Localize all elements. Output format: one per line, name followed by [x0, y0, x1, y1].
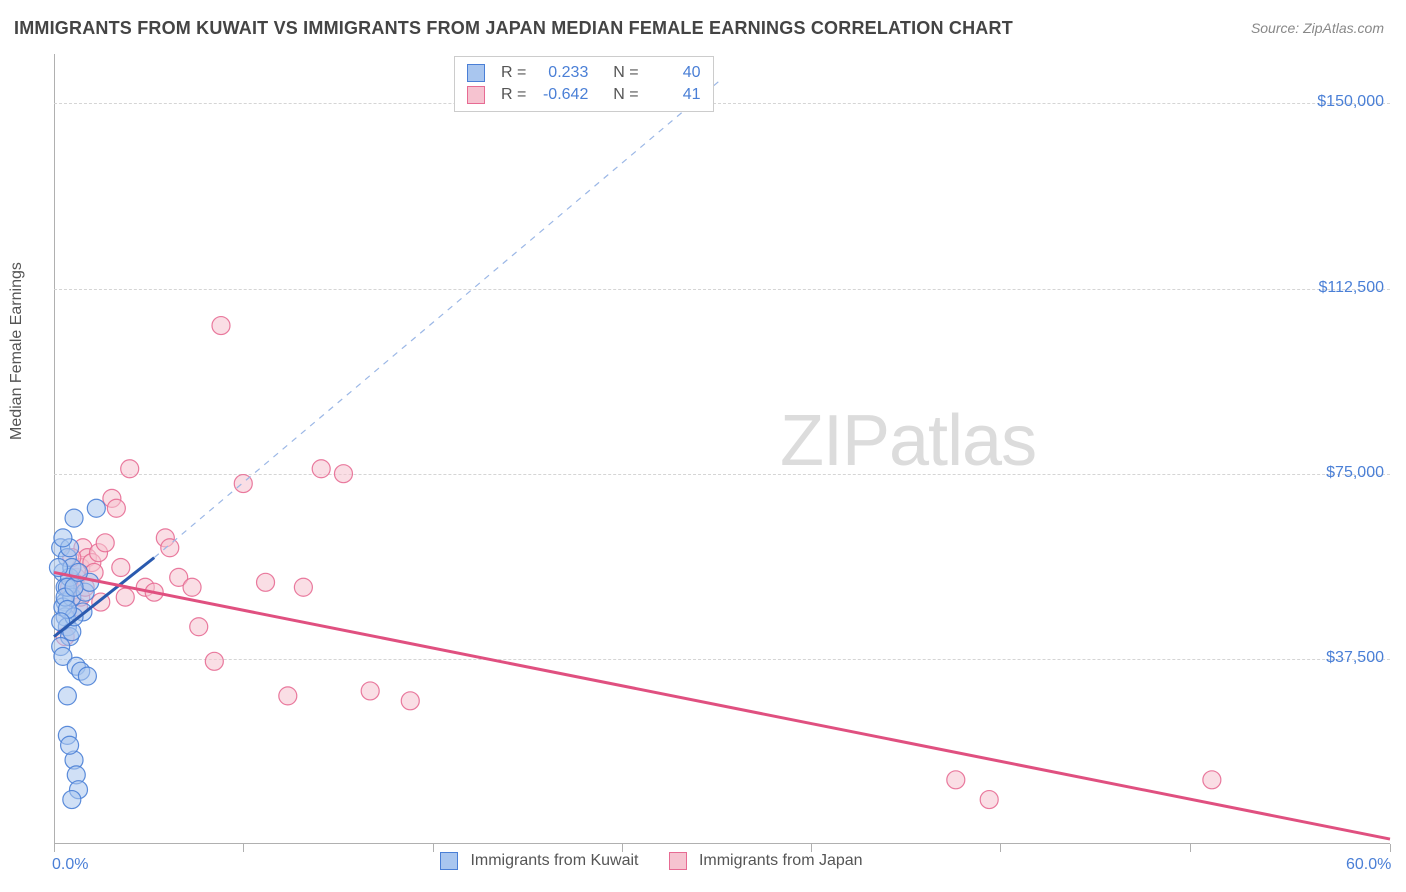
n-value-kuwait: 40 — [647, 62, 701, 84]
data-point — [190, 618, 208, 636]
data-point — [107, 499, 125, 517]
data-point — [205, 652, 223, 670]
trend-line — [54, 572, 1390, 839]
data-point — [257, 573, 275, 591]
xtick — [1390, 844, 1391, 852]
r-value-kuwait: 0.233 — [534, 62, 588, 84]
swatch-kuwait-icon — [440, 852, 458, 870]
r-label: R = — [501, 84, 526, 106]
data-point — [87, 499, 105, 517]
data-point — [116, 588, 134, 606]
data-point — [980, 791, 998, 809]
chart-title: IMMIGRANTS FROM KUWAIT VS IMMIGRANTS FRO… — [14, 18, 1013, 39]
data-point — [63, 791, 81, 809]
r-value-japan: -0.642 — [534, 84, 588, 106]
swatch-japan-icon — [669, 852, 687, 870]
n-label: N = — [613, 62, 638, 84]
y-axis-label: Median Female Earnings — [8, 262, 26, 440]
data-point — [58, 687, 76, 705]
data-point — [294, 578, 312, 596]
data-point — [401, 692, 419, 710]
n-value-japan: 41 — [647, 84, 701, 106]
n-label: N = — [613, 84, 638, 106]
xtick — [54, 844, 55, 852]
data-point — [1203, 771, 1221, 789]
legend-item-japan: Immigrants from Japan — [669, 852, 863, 870]
data-point — [183, 578, 201, 596]
source-attribution: Source: ZipAtlas.com — [1251, 20, 1384, 36]
data-point — [161, 539, 179, 557]
data-point — [54, 529, 72, 547]
data-point — [96, 534, 114, 552]
data-point — [65, 509, 83, 527]
trend-line — [154, 79, 722, 558]
data-point — [947, 771, 965, 789]
data-point — [121, 460, 139, 478]
xtick — [811, 844, 812, 852]
data-point — [78, 667, 96, 685]
xtick — [1000, 844, 1001, 852]
data-point — [334, 465, 352, 483]
data-point — [361, 682, 379, 700]
xtick — [622, 844, 623, 852]
legend-item-kuwait: Immigrants from Kuwait — [440, 852, 639, 870]
xtick — [433, 844, 434, 852]
swatch-japan-icon — [467, 86, 485, 104]
data-point — [61, 736, 79, 754]
xtick-label: 0.0% — [52, 856, 88, 874]
legend-label-japan: Immigrants from Japan — [699, 852, 863, 869]
legend-label-kuwait: Immigrants from Kuwait — [470, 852, 638, 869]
r-label: R = — [501, 62, 526, 84]
corr-row-japan: R = -0.642 N = 41 — [467, 84, 701, 106]
xtick — [1190, 844, 1191, 852]
bottom-legend: Immigrants from Kuwait Immigrants from J… — [440, 852, 863, 870]
data-point — [279, 687, 297, 705]
data-point — [312, 460, 330, 478]
xtick — [243, 844, 244, 852]
swatch-kuwait-icon — [467, 64, 485, 82]
data-point — [112, 559, 130, 577]
corr-row-kuwait: R = 0.233 N = 40 — [467, 62, 701, 84]
correlation-legend: R = 0.233 N = 40 R = -0.642 N = 41 — [454, 56, 714, 112]
data-point — [212, 317, 230, 335]
chart-svg — [54, 54, 1390, 844]
xtick-label: 60.0% — [1346, 856, 1391, 874]
